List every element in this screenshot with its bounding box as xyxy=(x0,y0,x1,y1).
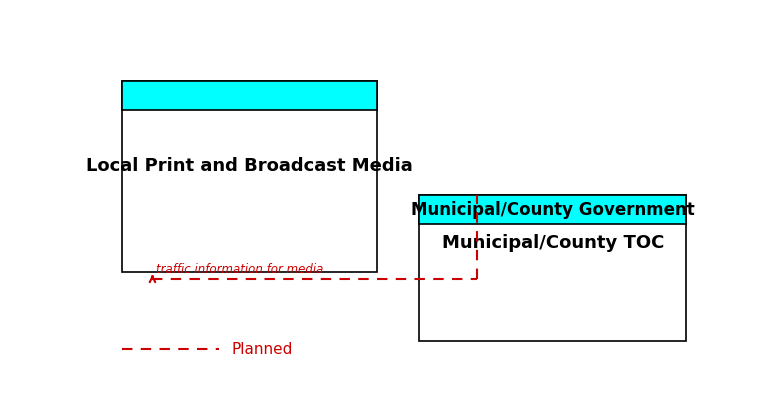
Text: traffic information for media: traffic information for media xyxy=(156,262,323,276)
Bar xyxy=(122,81,377,272)
Text: Local Print and Broadcast Media: Local Print and Broadcast Media xyxy=(86,157,413,176)
Text: Municipal/County TOC: Municipal/County TOC xyxy=(442,234,664,252)
Bar xyxy=(420,195,687,341)
Bar xyxy=(420,195,687,224)
Text: Planned: Planned xyxy=(232,342,293,357)
Text: Municipal/County Government: Municipal/County Government xyxy=(411,201,695,219)
Bar xyxy=(122,81,377,110)
